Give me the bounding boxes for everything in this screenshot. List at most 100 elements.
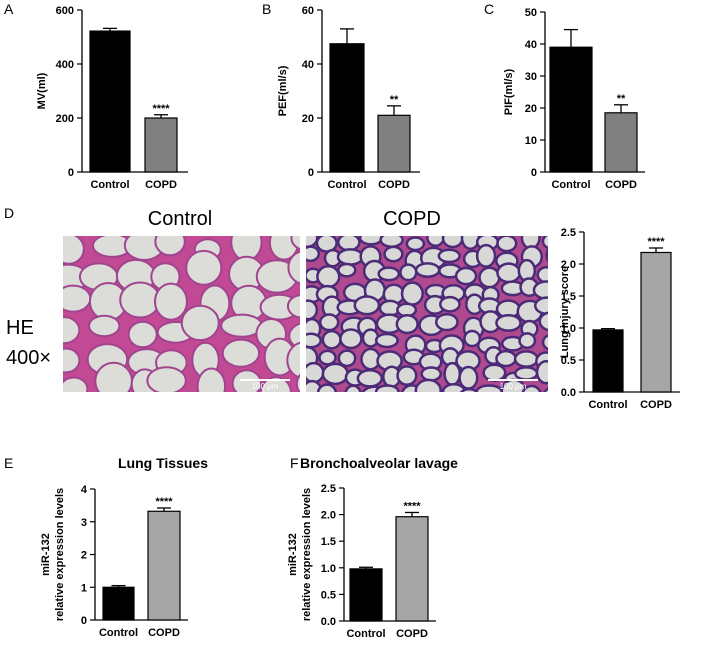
alveolus: [344, 384, 362, 392]
y-tick-label: 0: [81, 615, 87, 627]
y-tick-label: 60: [302, 5, 314, 17]
alveolus: [475, 243, 497, 268]
y-tick-label: 30: [525, 71, 537, 83]
y-tick-label: 0.5: [321, 589, 336, 601]
panel-letter: E: [4, 455, 13, 471]
alveolus: [532, 280, 548, 300]
stain-label: HE: [6, 317, 34, 339]
alveolus: [221, 338, 261, 368]
y-tick-label: 600: [56, 5, 74, 17]
micrograph: 100 μm: [63, 236, 300, 392]
alveolus: [521, 384, 542, 392]
y-axis-label: PIF(ml/s): [503, 68, 515, 115]
alveolus: [153, 282, 188, 321]
alveolus: [545, 247, 548, 263]
alveolus: [426, 236, 446, 247]
y-tick-label: 0.0: [321, 616, 336, 628]
panel-letter: B: [262, 1, 271, 17]
y-tick-label: 20: [302, 113, 314, 125]
alveolus: [518, 332, 537, 350]
y-tick-label: 400: [56, 59, 74, 71]
alveolus: [513, 350, 539, 368]
alveolus: [496, 262, 522, 284]
alveolus: [520, 236, 541, 250]
x-tick-label: Control: [551, 179, 590, 191]
alveolus: [306, 361, 325, 384]
alveolus: [534, 296, 548, 315]
alveolus: [295, 373, 300, 392]
alveolus: [541, 334, 548, 351]
alveolus: [399, 263, 418, 282]
y-axis-label: relative expression levels: [54, 488, 66, 621]
alveolus: [196, 367, 227, 392]
alveolus: [306, 236, 319, 249]
y-axis-label: MV(ml): [36, 72, 48, 109]
alveolus: [538, 311, 548, 332]
alveolus: [288, 322, 300, 350]
x-tick-label: Control: [327, 179, 366, 191]
y-tick-label: 0.5: [561, 355, 576, 367]
significance-label: **: [390, 94, 399, 106]
y-axis-label: PEF(ml/s): [277, 65, 289, 116]
x-tick-label: COPD: [640, 399, 672, 411]
alveolus: [127, 320, 158, 349]
alveolus: [180, 304, 220, 342]
y-tick-label: 1: [81, 582, 87, 594]
alveolus: [321, 329, 342, 350]
alveolus: [63, 376, 89, 392]
y-axis-label: miR-132: [40, 533, 52, 576]
alveolus: [94, 361, 133, 392]
x-tick-label: Control: [346, 628, 385, 640]
scale-bar-label: 100 μm: [500, 382, 527, 391]
alveolus: [337, 262, 357, 278]
alveolus: [63, 284, 92, 313]
alveolus: [63, 236, 85, 265]
image-column-label: Control: [148, 208, 212, 230]
image-column-label: COPD: [383, 208, 441, 230]
alveolus: [463, 329, 482, 348]
y-tick-label: 40: [302, 59, 314, 71]
alveolus: [420, 366, 442, 382]
y-tick-label: 10: [525, 135, 537, 147]
alveolus: [286, 294, 300, 319]
x-tick-label: COPD: [605, 179, 637, 191]
alveolus: [414, 378, 442, 392]
significance-label: ****: [403, 500, 421, 512]
bar: [147, 510, 181, 621]
alveolus: [321, 362, 349, 386]
y-tick-label: 2.0: [321, 510, 336, 522]
micrograph: 100 μm: [306, 236, 548, 392]
y-tick-label: 3: [81, 517, 87, 529]
bar: [592, 329, 624, 393]
alveolus: [339, 328, 363, 350]
bar: [640, 251, 672, 393]
alveolus: [441, 236, 464, 249]
alveolus: [353, 295, 381, 316]
bar: [102, 586, 135, 621]
y-tick-label: 1.0: [561, 323, 576, 335]
alveolus: [290, 236, 300, 251]
y-axis-label: Lung injury score: [559, 266, 571, 358]
histology-images: 100 μm 100 μm: [63, 236, 548, 392]
x-tick-label: Control: [90, 179, 129, 191]
y-tick-label: 1.0: [321, 563, 336, 575]
significance-label: ****: [155, 496, 173, 508]
y-tick-label: 1.5: [321, 536, 336, 548]
alveolus: [439, 295, 461, 313]
alveolus: [337, 349, 357, 368]
y-tick-label: 200: [56, 113, 74, 125]
y-tick-label: 4: [81, 484, 88, 496]
x-tick-label: COPD: [396, 628, 428, 640]
y-tick-label: 1.5: [561, 291, 576, 303]
x-tick-label: Control: [588, 399, 627, 411]
alveolus: [460, 236, 481, 251]
alveolus: [434, 312, 459, 332]
panel-letter: C: [484, 1, 494, 17]
alveolus: [88, 314, 121, 338]
bar: [144, 117, 178, 173]
alveolus: [400, 281, 424, 306]
alveolus: [383, 245, 404, 263]
significance-label: **: [617, 93, 626, 105]
y-tick-label: 2: [81, 550, 87, 562]
alveolus: [377, 266, 401, 282]
